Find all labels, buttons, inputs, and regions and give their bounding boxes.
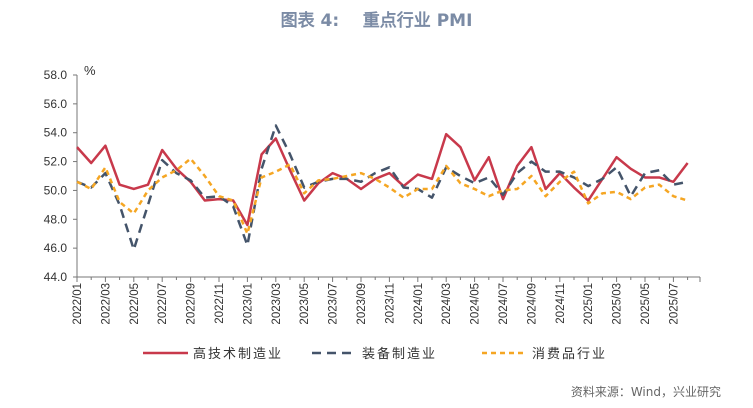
x-tick-label: 2022/03 <box>100 283 112 325</box>
series-3 <box>76 157 688 235</box>
y-tick-label: 56.0 <box>44 97 68 111</box>
x-tick-label: 2025/03 <box>612 283 624 325</box>
series-1 <box>76 132 689 227</box>
x-tick-label: 2022/01 <box>72 283 84 325</box>
x-tick-label: 2023/11 <box>384 283 396 324</box>
x-tick-label: 2025/07 <box>668 283 680 325</box>
x-tick-label: 2024/11 <box>555 283 567 324</box>
x-tick-label: 2024/03 <box>441 283 453 325</box>
x-tick-label: 2024/01 <box>413 283 425 325</box>
x-tick-label: 2022/11 <box>214 283 226 324</box>
x-tick-label: 2024/05 <box>470 283 482 325</box>
legend-label: 装备制造业 <box>362 346 437 361</box>
x-tick-label: 2023/05 <box>299 283 311 325</box>
legend-label: 高技术制造业 <box>193 346 283 361</box>
x-tick-label: 2022/07 <box>157 283 169 325</box>
chart-title: 图表 4: 重点行业 PMI <box>280 11 473 31</box>
x-tick-label: 2023/07 <box>328 283 340 325</box>
series-line <box>76 124 688 251</box>
y-tick-label: 54.0 <box>44 126 68 140</box>
y-tick-label: 48.0 <box>44 212 68 226</box>
y-unit-label: % <box>84 63 96 78</box>
y-tick-label: 44.0 <box>44 270 68 284</box>
y-tick-label: 46.0 <box>44 241 68 255</box>
x-tick-label: 2025/05 <box>640 283 652 325</box>
x-tick-label: 2024/07 <box>498 283 510 325</box>
legend-label: 消费品行业 <box>532 346 607 361</box>
x-tick-label: 2022/09 <box>186 283 198 325</box>
series-2 <box>76 124 688 251</box>
y-tick-label: 50.0 <box>44 183 68 197</box>
x-tick-label: 2023/09 <box>356 283 368 325</box>
x-tick-label: 2025/01 <box>583 283 595 325</box>
series-line <box>76 157 688 235</box>
x-tick-label: 2022/05 <box>129 283 141 325</box>
y-tick-label: 52.0 <box>44 155 68 169</box>
y-tick-label: 58.0 <box>44 68 68 82</box>
x-tick-label: 2024/09 <box>526 283 538 325</box>
source-note: 资料来源：Wind，兴业研究 <box>570 385 721 399</box>
x-tick-label: 2023/01 <box>242 283 254 325</box>
x-tick-label: 2023/03 <box>271 283 283 325</box>
series-line <box>76 132 689 227</box>
